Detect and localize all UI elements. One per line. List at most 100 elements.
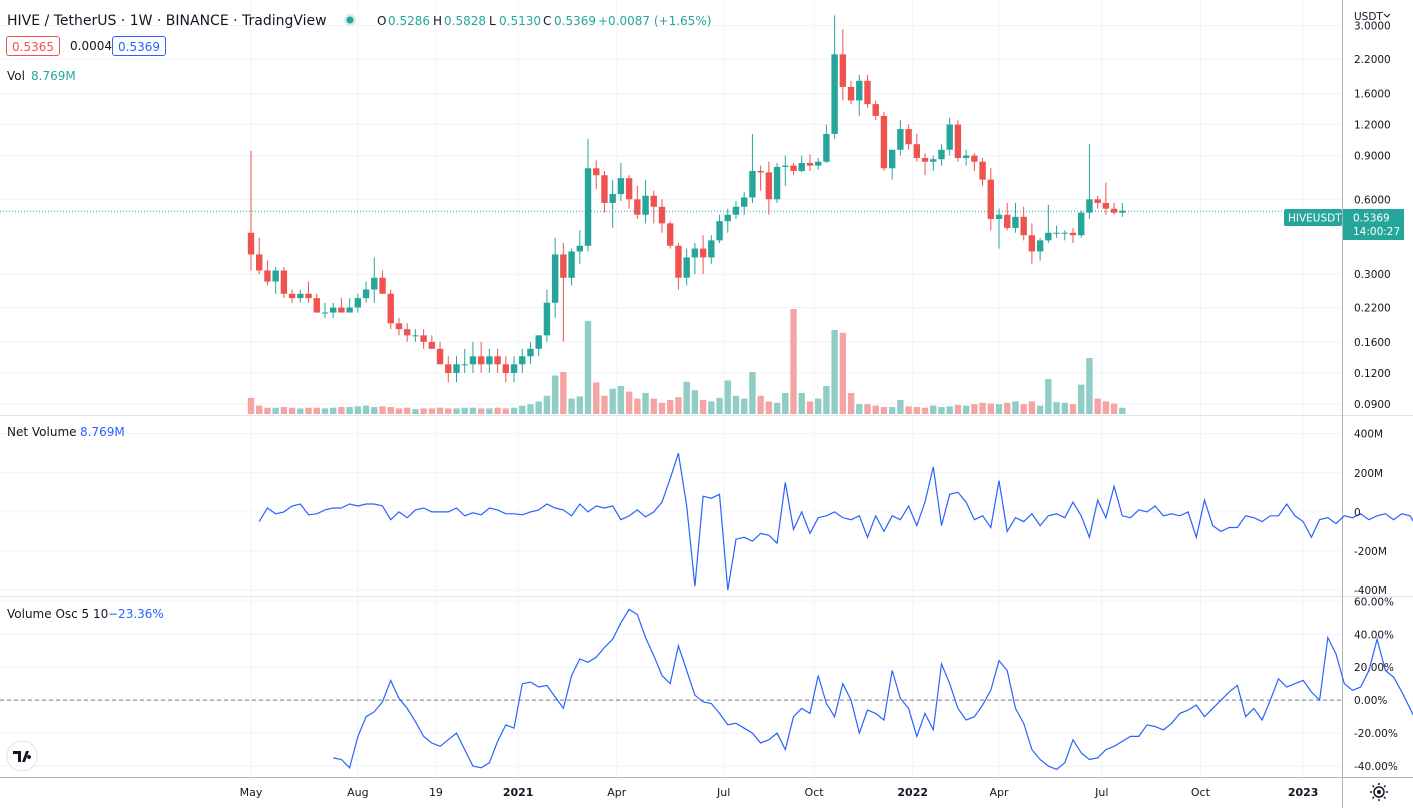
candle-body	[305, 293, 312, 299]
buy-price-box[interactable]: 0.5369	[112, 36, 166, 56]
candle-body	[806, 162, 814, 166]
candle-body	[428, 341, 436, 349]
price-tick-label: 0.9000	[1354, 151, 1391, 163]
ohlc-h-label: H	[433, 14, 442, 28]
volume-bar	[1078, 384, 1085, 414]
candle-body	[856, 80, 863, 101]
candle-body	[469, 356, 477, 365]
candle-body	[897, 129, 904, 150]
volume-bar	[593, 382, 600, 414]
candle-body	[330, 307, 337, 313]
candle-body	[272, 270, 279, 282]
tradingview-logo[interactable]	[6, 740, 38, 772]
volume-bar	[527, 404, 534, 414]
volume-bar	[272, 407, 279, 414]
volume-bar	[297, 408, 304, 414]
candle-body	[371, 277, 378, 290]
volume-bar	[321, 408, 329, 414]
volume-bar	[412, 409, 419, 414]
candle-body	[1061, 232, 1068, 234]
volume-bar	[888, 407, 896, 414]
volume-bar	[1061, 402, 1068, 414]
volume-bar	[913, 407, 921, 414]
volume-bar	[823, 386, 830, 414]
candle-body	[708, 240, 715, 258]
volume-bar	[1020, 404, 1027, 414]
time-axis[interactable]: May Aug 19 2021 Apr Jul Oct 2022 Apr Jul Oct 2023	[240, 786, 1319, 799]
volume-bar	[625, 391, 633, 414]
candle-body	[593, 168, 600, 176]
candle-body	[634, 199, 641, 215]
candle-body	[346, 307, 353, 313]
net-volume-line	[258, 453, 1413, 591]
volume-bar	[765, 401, 773, 414]
currency-label[interactable]: USDT	[1354, 11, 1383, 23]
volume-bar	[921, 407, 929, 414]
candle-body	[650, 195, 657, 207]
candle-body	[667, 223, 674, 246]
osc-tick-label: 20.00%	[1354, 662, 1394, 674]
volume-bar	[757, 395, 764, 414]
volume-bar	[897, 400, 904, 414]
candle-body	[1012, 216, 1019, 228]
candle-body	[247, 232, 255, 255]
market-status-dot	[346, 16, 354, 24]
sell-price-box[interactable]: 0.5365	[6, 36, 60, 56]
volume-bar	[264, 407, 271, 414]
last-price-tag-bg	[1343, 209, 1404, 240]
symbol-tag: HIVEUSDT	[1288, 213, 1342, 225]
candle-body	[527, 348, 534, 357]
candle-body	[880, 115, 888, 169]
vol-value: 8.769M	[31, 69, 76, 83]
candle-body	[921, 157, 929, 162]
volume-bar	[1012, 401, 1019, 414]
volume-bar	[461, 407, 468, 414]
volume-bar	[330, 407, 337, 414]
volume-bar	[1069, 404, 1077, 414]
volume-bar	[1036, 405, 1044, 414]
ohlc-l-label: L	[489, 14, 496, 28]
candle-body	[576, 245, 583, 252]
price-tick-label: 0.0900	[1354, 399, 1391, 411]
candle-body	[1078, 212, 1085, 236]
candle-body	[699, 248, 707, 258]
time-tick-label: Aug	[347, 786, 368, 799]
candle-body	[847, 86, 855, 101]
candle-body	[691, 248, 699, 258]
volume-bar	[658, 402, 666, 414]
time-tick-label: Apr	[990, 786, 1010, 799]
ohlc-change: +0.0087 (+1.65%)	[598, 14, 711, 28]
volume-bar	[280, 407, 288, 414]
volume-bar	[1094, 398, 1101, 414]
price-tick-label: 0.3000	[1354, 269, 1391, 281]
volume-bar	[938, 407, 945, 414]
candle-body	[823, 133, 830, 162]
volume-bar	[1004, 402, 1011, 414]
time-tick-label: 19	[429, 786, 443, 799]
ohlc-high: 0.5828	[444, 14, 486, 28]
price-tick-label: 3.0000	[1354, 21, 1391, 33]
volume-osc-value: −23.36%	[108, 607, 164, 621]
ohlc-open: 0.5286	[388, 14, 430, 28]
net-volume-value: 8.769M	[80, 425, 125, 439]
time-tick-label: Oct	[1191, 786, 1211, 799]
volume-bar	[494, 407, 501, 414]
candle-body	[716, 221, 723, 241]
volume-bar	[782, 393, 789, 414]
gear-icon[interactable]	[1370, 783, 1388, 801]
osc-tick-label: -20.00%	[1354, 728, 1398, 740]
ohlc-close: 0.5369	[554, 14, 596, 28]
price-axis[interactable]: 3.0000 2.2000 1.6000 1.2000 0.9000 0.6000 0.30…	[1354, 21, 1398, 773]
volume-bar	[305, 407, 312, 414]
candle-body	[946, 124, 953, 150]
volume-bar	[576, 396, 583, 414]
volume-bar	[387, 407, 394, 414]
volume-bar	[634, 398, 641, 414]
candle-body	[1110, 208, 1118, 213]
candle-body	[790, 165, 797, 171]
spread-value: 0.0004	[70, 39, 112, 53]
volume-bar	[519, 405, 526, 414]
volume-bar	[971, 404, 978, 414]
candle-body	[995, 214, 1003, 219]
